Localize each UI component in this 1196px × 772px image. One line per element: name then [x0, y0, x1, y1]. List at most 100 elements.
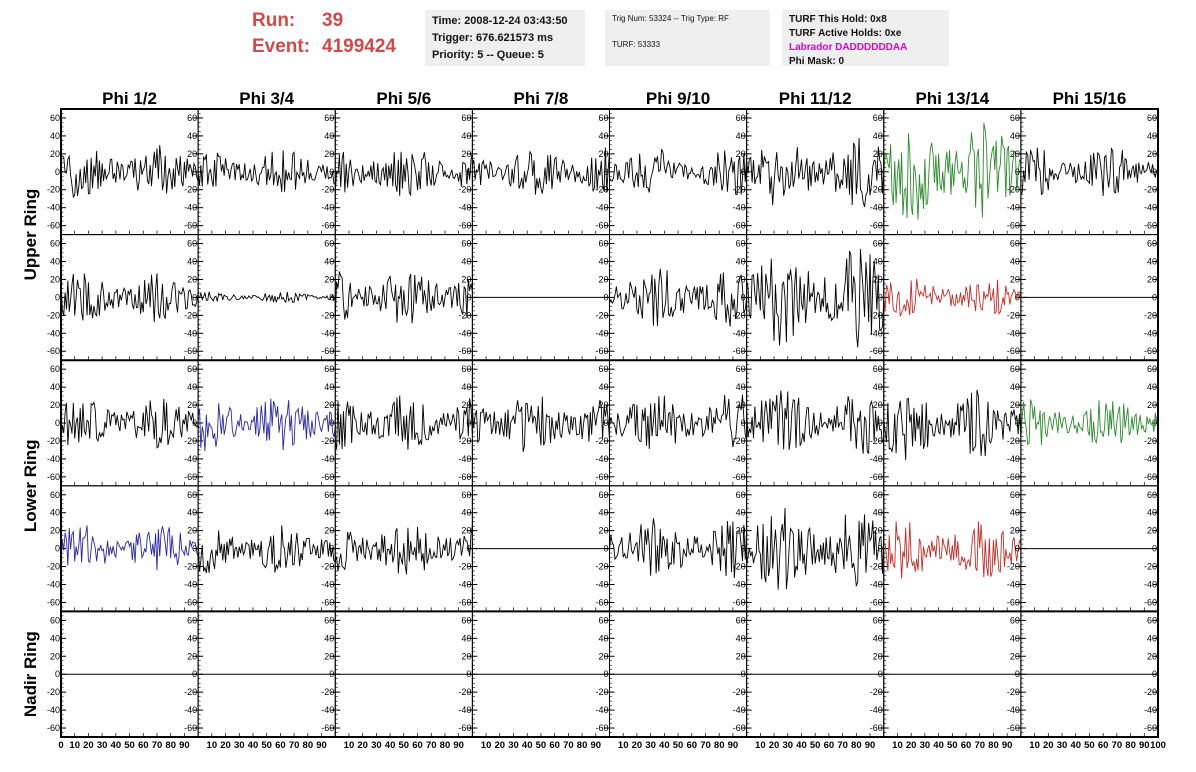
waveform-panel: -60 -40 -20 0 20 40 60 — [595, 108, 748, 236]
y-tick-label: 0 — [329, 167, 334, 177]
y-tick-label: 20 — [1147, 400, 1157, 410]
trig-num-text: Trig Num: 53324 -- Trig Type: RF — [612, 14, 729, 23]
y-tick-label: 60 — [873, 490, 883, 500]
x-tick-label: 20 — [632, 740, 643, 751]
y-tick-label: 60 — [736, 364, 746, 374]
x-tick-label: 30 — [97, 740, 108, 751]
x-tick-label: 30 — [645, 740, 656, 751]
waveform-panel: -60 -40 -20 0 20 40 60 — [47, 108, 199, 236]
y-tick-label: 40 — [1010, 257, 1020, 267]
y-tick-label: 20 — [187, 651, 197, 661]
y-tick-label: 60 — [736, 490, 746, 500]
y-tick-label: 20 — [1147, 651, 1157, 661]
y-tick-label: -40 — [595, 454, 608, 464]
y-tick-label: 20 — [873, 274, 883, 284]
y-tick-label: -40 — [458, 203, 471, 213]
y-tick-label: 60 — [598, 364, 608, 374]
y-tick-label: 60 — [598, 615, 608, 625]
waveform-panel: -60 -40 -20 0 20 40 60 — [595, 359, 748, 487]
y-tick-label: 60 — [1147, 113, 1157, 123]
x-tick-label: 10 — [618, 740, 629, 751]
x-tick-label: 50 — [1084, 740, 1095, 751]
y-tick-label: -60 — [595, 346, 608, 356]
y-tick-label: -60 — [321, 597, 334, 607]
waveform-trace — [609, 148, 748, 196]
y-tick-label: 0 — [329, 544, 334, 554]
x-tick-label: 70 — [974, 740, 985, 751]
y-tick-label: 0 — [741, 167, 746, 177]
y-tick-label: 40 — [461, 508, 471, 518]
y-tick-label: -40 — [321, 579, 334, 589]
y-tick-label: 20 — [1147, 526, 1157, 536]
y-tick-label: 0 — [466, 669, 471, 679]
y-tick-label: -60 — [47, 346, 60, 356]
panel-frame — [1020, 359, 1159, 487]
y-tick-label: 60 — [873, 239, 883, 249]
y-tick-label: -40 — [870, 203, 883, 213]
y-tick-label: -20 — [595, 436, 608, 446]
y-tick-label: 20 — [598, 400, 608, 410]
y-tick-label: -40 — [184, 705, 197, 715]
y-tick-label: -20 — [733, 436, 746, 446]
y-tick-label: 20 — [1010, 651, 1020, 661]
x-tick-label: 10 — [344, 740, 355, 751]
x-tick-label: 80 — [165, 740, 176, 751]
waveform-trace — [883, 389, 1022, 460]
y-tick-label: 60 — [187, 113, 197, 123]
y-tick-label: 20 — [1010, 149, 1020, 159]
y-tick-label: -20 — [1007, 436, 1020, 446]
y-tick-label: -40 — [458, 454, 471, 464]
y-tick-label: -60 — [321, 346, 334, 356]
x-tick-label: 10 — [1029, 740, 1040, 751]
waveform-panel: -60 -40 -20 0 20 40 60 — [733, 108, 885, 236]
waveform-trace — [60, 273, 199, 323]
y-tick-label: 40 — [324, 257, 334, 267]
x-tick-label: 90 — [728, 740, 739, 751]
panel-frame — [60, 359, 199, 487]
y-tick-label: -20 — [733, 185, 746, 195]
y-tick-label: -60 — [184, 597, 197, 607]
y-tick-label: -20 — [47, 687, 60, 697]
waveform-panel: -60 -40 -20 0 20 40 60 — [595, 485, 748, 612]
y-tick-label: -40 — [870, 328, 883, 338]
waveform-panel: -60 -40 -20 0 20 40 60 — [47, 485, 199, 612]
phi-mask-text: Phi Mask: 0 — [789, 56, 845, 67]
y-tick-label: 60 — [461, 615, 471, 625]
waveform-panel: -60 -40 -20 0 20 40 60 — [595, 610, 748, 738]
y-tick-label: -40 — [733, 579, 746, 589]
y-tick-label: -20 — [733, 562, 746, 572]
y-tick-label: -20 — [321, 185, 334, 195]
y-tick-label: 60 — [736, 113, 746, 123]
y-tick-label: -40 — [321, 203, 334, 213]
x-tick-label: 80 — [577, 740, 588, 751]
y-tick-label: -60 — [184, 221, 197, 231]
y-tick-label: 20 — [187, 274, 197, 284]
y-tick-label: -40 — [47, 328, 60, 338]
y-tick-label: -60 — [184, 346, 197, 356]
waveform-trace — [883, 122, 1022, 220]
panel-frame — [746, 359, 885, 487]
y-tick-label: -40 — [733, 203, 746, 213]
y-tick-label: 0 — [741, 418, 746, 428]
y-tick-label: 0 — [55, 418, 60, 428]
y-tick-label: -40 — [1007, 328, 1020, 338]
waveform-trace — [1020, 399, 1159, 446]
y-tick-label: -20 — [870, 562, 883, 572]
x-tick-label: 70 — [426, 740, 437, 751]
y-tick-label: 40 — [324, 508, 334, 518]
y-tick-label: 40 — [1147, 131, 1157, 141]
trig-info-box: Trig Num: 53324 -- Trig Type: RF TURF: 5… — [605, 10, 770, 66]
x-tick-label: 20 — [769, 740, 780, 751]
y-tick-label: 40 — [50, 633, 60, 643]
panel-frame — [609, 234, 748, 361]
y-tick-label: -20 — [1144, 562, 1157, 572]
y-tick-label: 20 — [461, 651, 471, 661]
waveform-panel: -60 -40 -20 0 20 40 60 — [870, 610, 1022, 738]
x-tick-label: 80 — [440, 740, 451, 751]
y-tick-label: -40 — [458, 579, 471, 589]
time-info-box: Time: 2008-12-24 03:43:50 Trigger: 676.6… — [425, 10, 585, 66]
y-tick-label: -60 — [321, 472, 334, 482]
